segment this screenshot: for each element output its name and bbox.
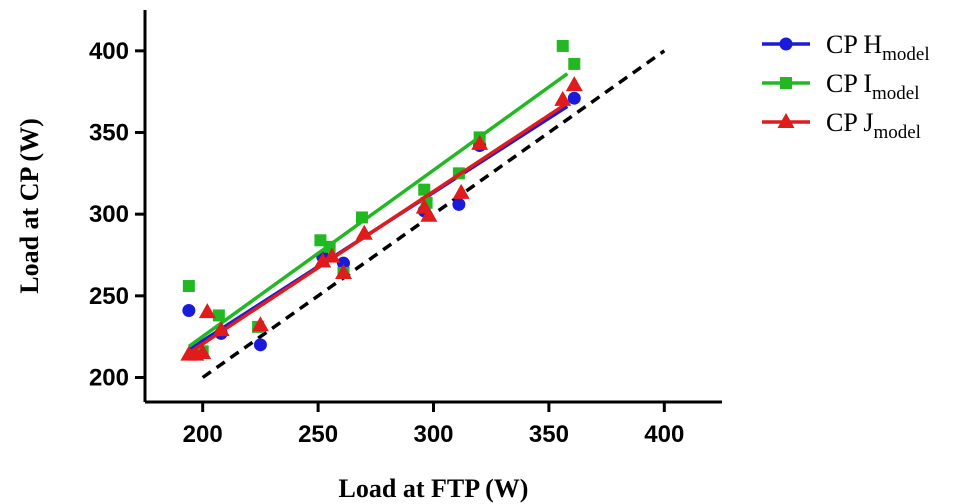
legend-label: CP Imodel xyxy=(826,69,920,104)
data-point-cp-i xyxy=(556,39,569,52)
series-cp-j xyxy=(180,76,583,361)
y-tick-label: 300 xyxy=(89,201,129,228)
series-cp-i xyxy=(182,39,581,358)
x-tick-label: 300 xyxy=(413,421,453,448)
data-point-cp-j xyxy=(471,134,489,150)
data-point-cp-j xyxy=(554,90,572,106)
y-tick-label: 350 xyxy=(89,120,129,147)
x-tick-label: 250 xyxy=(298,421,338,448)
legend-item-cp-h: CP Hmodel xyxy=(762,30,930,65)
data-point-cp-h xyxy=(567,91,581,105)
y-tick-label: 400 xyxy=(89,38,129,65)
data-point-cp-j xyxy=(314,252,332,268)
x-tick-label: 350 xyxy=(529,421,569,448)
data-point-cp-j xyxy=(334,263,352,279)
fit-line-cp-j xyxy=(187,101,569,355)
x-tick-label: 200 xyxy=(183,421,223,448)
y-axis-title: Load at CP (W) xyxy=(15,118,44,294)
data-point-cp-j xyxy=(452,183,470,199)
y-tick-label: 200 xyxy=(89,365,129,392)
legend-label: CP Jmodel xyxy=(826,108,921,143)
data-point-cp-h xyxy=(336,256,350,270)
data-point-cp-h xyxy=(253,338,267,352)
data-point-cp-j xyxy=(565,76,583,92)
identity-line xyxy=(201,49,666,379)
fit-line-cp-i xyxy=(187,72,569,348)
legend: CP Hmodel CP Imodel CP Jmodel xyxy=(762,30,930,143)
axes: 200 250 300 350 400 200 250 300 350 400 xyxy=(89,10,722,448)
legend-marker xyxy=(780,77,792,89)
data-point-cp-j xyxy=(355,224,373,240)
data-point-cp-i xyxy=(355,211,368,224)
data-point-cp-i xyxy=(418,183,431,196)
data-point-cp-i xyxy=(212,309,225,322)
data-point-cp-h xyxy=(452,197,466,211)
data-point-cp-i xyxy=(568,57,581,70)
data-point-cp-j xyxy=(251,316,269,332)
x-tick-label: 400 xyxy=(644,421,684,448)
legend-marker xyxy=(777,113,795,128)
legend-item-cp-j: CP Jmodel xyxy=(762,108,921,143)
legend-marker xyxy=(779,37,793,51)
x-axis-title: Load at FTP (W) xyxy=(339,474,529,503)
data-point-cp-i xyxy=(182,280,195,293)
data-point-cp-j xyxy=(212,321,230,337)
y-tick-label: 250 xyxy=(89,283,129,310)
legend-item-cp-i: CP Imodel xyxy=(762,69,920,104)
data-point-cp-j xyxy=(323,247,341,263)
plot-area xyxy=(180,39,666,379)
data-point-cp-j xyxy=(198,303,216,319)
data-point-cp-i xyxy=(314,234,327,247)
legend-label: CP Hmodel xyxy=(826,30,930,65)
data-point-cp-h xyxy=(182,304,196,318)
data-point-cp-j xyxy=(420,206,438,222)
data-point-cp-j xyxy=(194,344,212,359)
